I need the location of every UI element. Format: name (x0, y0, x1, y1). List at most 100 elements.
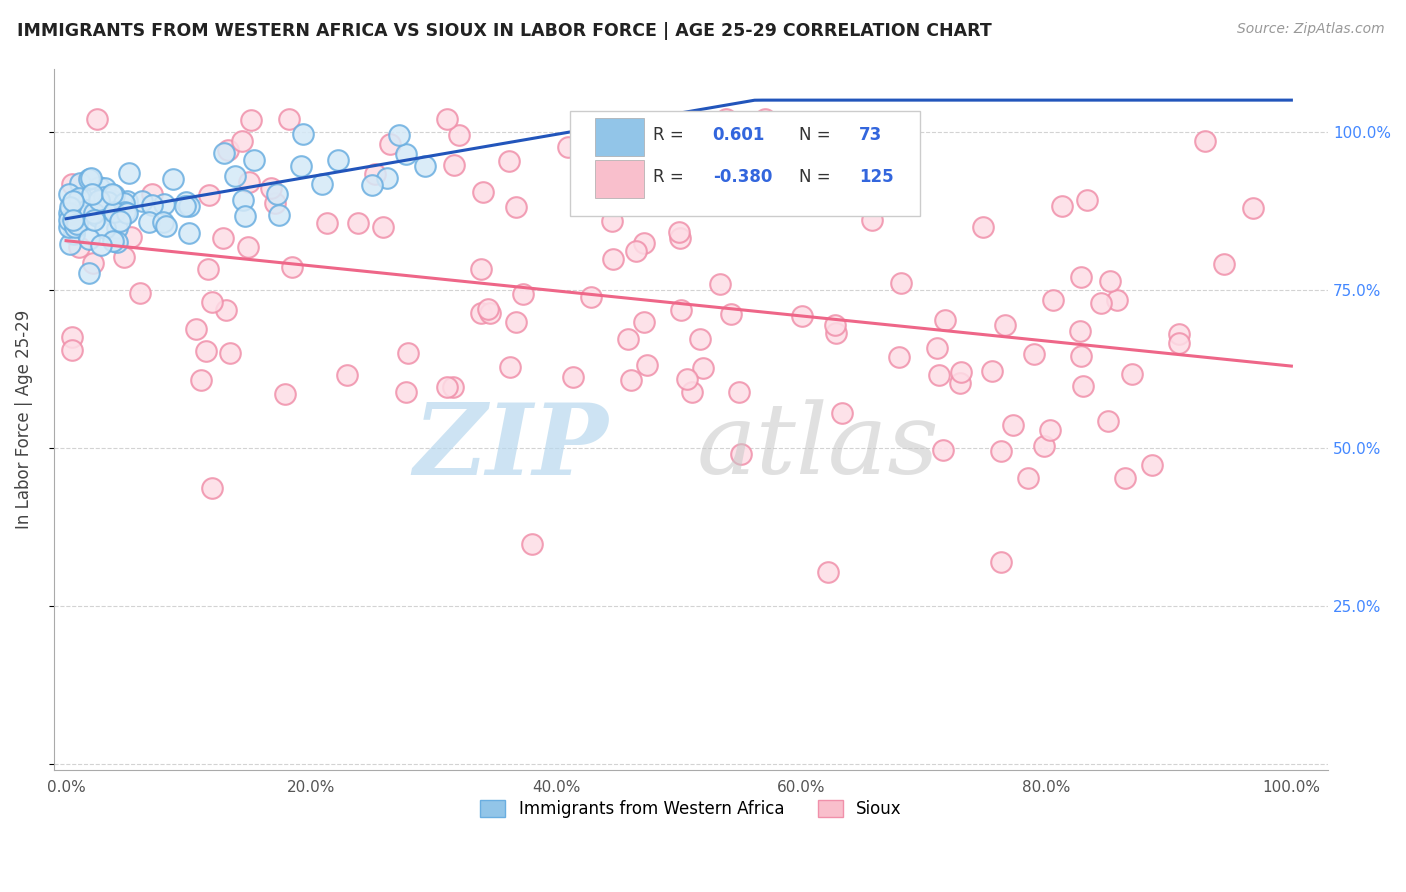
Point (730, 447, 752, 461)
Point (1241, 201, 1264, 215)
Point (80, 187, 103, 202)
Point (512, 287, 534, 301)
Point (868, 180, 890, 194)
Point (436, 112, 458, 126)
Y-axis label: In Labor Force | Age 25-29: In Labor Force | Age 25-29 (15, 310, 32, 529)
Point (395, 147, 418, 161)
Point (219, 345, 242, 359)
Point (231, 134, 253, 148)
Point (669, 303, 692, 318)
Point (470, 262, 492, 277)
Point (994, 318, 1017, 333)
Text: R =: R = (652, 126, 689, 145)
Point (692, 361, 714, 376)
Point (82, 256, 104, 270)
Point (201, 481, 224, 495)
Point (582, 168, 605, 182)
Point (972, 220, 994, 235)
Point (681, 384, 703, 399)
Point (217, 143, 239, 157)
Point (89, 180, 111, 194)
Point (77, 172, 100, 186)
Point (633, 315, 655, 329)
Point (361, 178, 384, 192)
Point (471, 186, 494, 200)
Point (347, 216, 370, 230)
Point (1069, 324, 1091, 338)
Point (108, 214, 131, 228)
Point (375, 171, 398, 186)
Point (94, 202, 117, 217)
Point (477, 302, 499, 317)
Point (1002, 417, 1025, 432)
Point (83, 213, 105, 227)
Point (326, 153, 349, 167)
Text: atlas: atlas (697, 400, 939, 495)
Point (236, 240, 259, 254)
Point (62, 226, 84, 240)
Point (80, 171, 103, 186)
Point (184, 322, 207, 336)
Point (266, 186, 288, 201)
Point (522, 536, 544, 550)
Point (499, 359, 522, 374)
Point (292, 127, 315, 141)
Point (1168, 326, 1191, 341)
Point (103, 188, 125, 202)
Point (274, 387, 297, 401)
Text: R =: R = (652, 169, 689, 186)
Point (336, 368, 359, 383)
Point (449, 128, 471, 142)
Point (59, 201, 82, 215)
Point (443, 158, 465, 172)
Point (60, 177, 83, 191)
Point (118, 166, 141, 180)
Point (990, 444, 1012, 458)
Point (89, 193, 111, 207)
Bar (595, 160, 644, 198)
Point (214, 302, 236, 317)
Point (94, 180, 117, 194)
Point (824, 318, 846, 333)
Point (239, 113, 262, 128)
Point (949, 365, 972, 379)
Bar (595, 118, 644, 156)
Point (115, 194, 138, 209)
Text: N =: N = (799, 126, 837, 145)
Point (311, 178, 333, 192)
Point (269, 208, 291, 222)
Point (636, 195, 658, 210)
Point (889, 350, 911, 364)
Point (90, 238, 112, 252)
Point (388, 128, 411, 143)
Point (152, 197, 174, 211)
Point (62, 213, 84, 227)
Point (714, 112, 737, 126)
Point (128, 286, 150, 301)
Point (1194, 134, 1216, 148)
Point (626, 244, 648, 258)
Point (238, 175, 260, 189)
Point (103, 205, 125, 219)
Point (931, 443, 953, 458)
Point (201, 294, 224, 309)
Point (1032, 439, 1054, 453)
Point (1121, 368, 1143, 382)
Point (63, 220, 86, 235)
Point (1090, 296, 1112, 310)
Point (177, 226, 200, 240)
Point (58, 187, 80, 202)
Point (97, 194, 120, 209)
Text: -0.380: -0.380 (713, 169, 772, 186)
Point (67, 191, 90, 205)
Point (103, 194, 125, 208)
Point (243, 153, 266, 167)
Point (1114, 470, 1136, 484)
Text: IMMIGRANTS FROM WESTERN AFRICA VS SIOUX IN LABOR FORCE | AGE 25-29 CORRELATION C: IMMIGRANTS FROM WESTERN AFRICA VS SIOUX … (17, 22, 991, 40)
Point (58, 213, 80, 227)
Point (396, 346, 419, 360)
Point (557, 140, 579, 154)
Point (86, 209, 108, 223)
Point (689, 332, 711, 346)
Point (93, 190, 115, 204)
